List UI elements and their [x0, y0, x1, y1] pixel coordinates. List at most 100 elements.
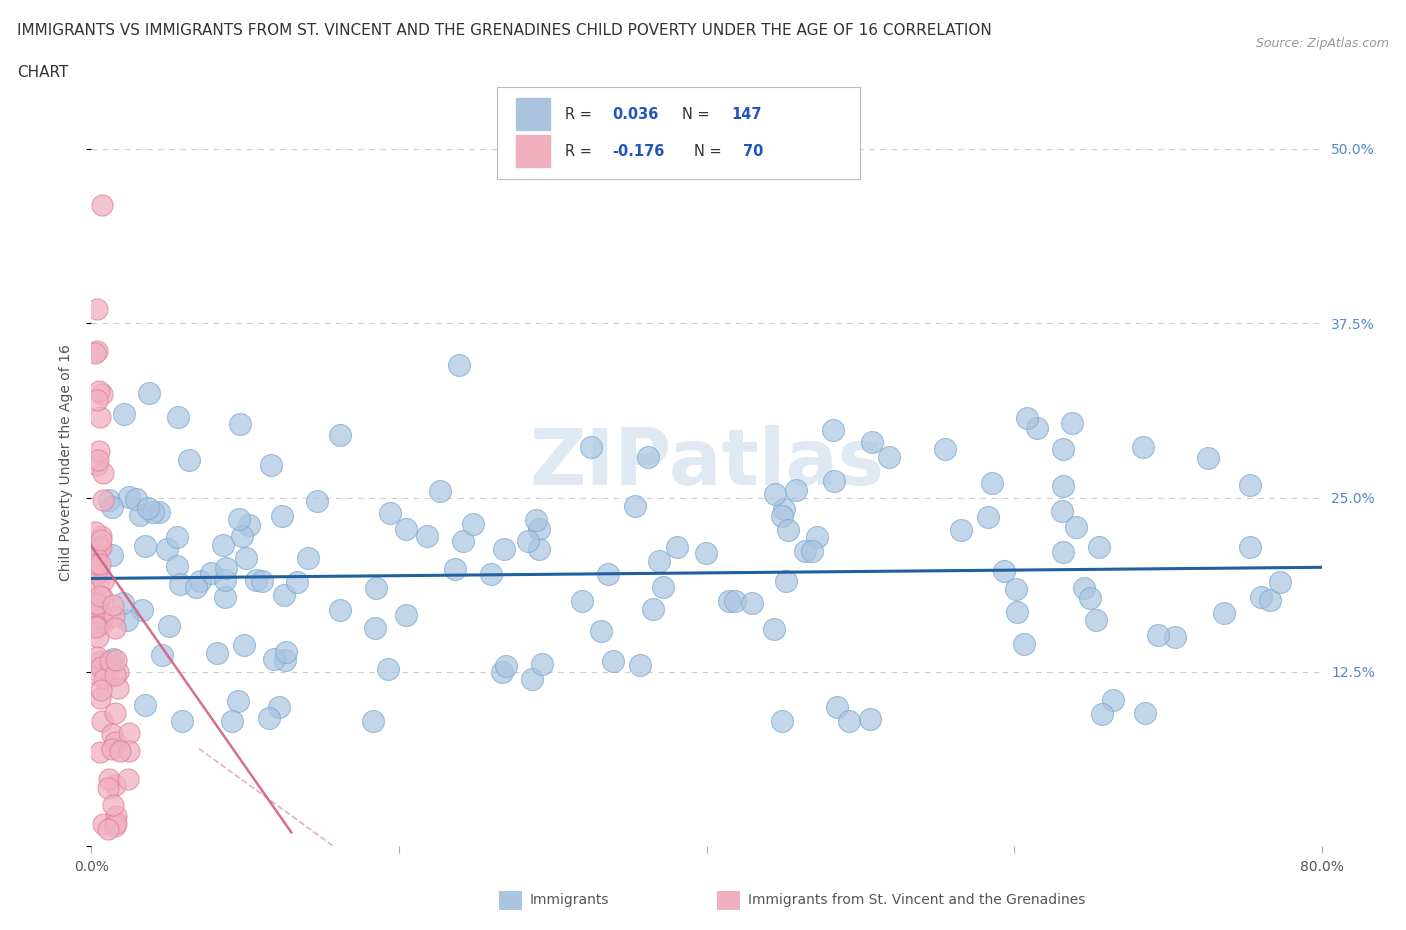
- Point: [481, 566, 503, 581]
- Point: [91, 713, 114, 728]
- Point: [134, 698, 156, 713]
- Point: [86, 344, 108, 359]
- Point: [491, 665, 513, 680]
- Point: [665, 539, 688, 554]
- Point: [793, 543, 815, 558]
- Point: [84, 345, 107, 360]
- Point: [762, 622, 785, 637]
- Point: [136, 500, 159, 515]
- Point: [86, 392, 108, 407]
- Point: [87, 630, 110, 644]
- Point: [104, 620, 127, 635]
- Point: [97, 493, 120, 508]
- Point: [84, 619, 107, 634]
- Text: CHART: CHART: [17, 65, 69, 80]
- Point: [1052, 442, 1074, 457]
- Point: [1135, 705, 1157, 720]
- Point: [104, 735, 127, 750]
- Point: [429, 484, 451, 498]
- Point: [307, 494, 329, 509]
- Point: [772, 501, 794, 516]
- Point: [84, 557, 107, 572]
- Point: [131, 602, 153, 617]
- Point: [651, 579, 673, 594]
- Point: [297, 551, 319, 565]
- Point: [170, 713, 193, 728]
- Point: [1268, 575, 1291, 590]
- Point: [624, 498, 647, 513]
- Point: [114, 407, 136, 422]
- Point: [628, 658, 651, 672]
- Point: [380, 506, 402, 521]
- Point: [91, 387, 114, 402]
- Point: [104, 668, 127, 683]
- Point: [1239, 540, 1261, 555]
- Point: [530, 657, 553, 671]
- Text: 147: 147: [731, 107, 762, 122]
- Point: [235, 551, 257, 565]
- Point: [118, 490, 141, 505]
- Text: N =: N =: [695, 143, 727, 159]
- Point: [522, 671, 544, 686]
- Point: [104, 777, 127, 792]
- Point: [495, 658, 517, 673]
- Point: [98, 772, 121, 787]
- Point: [596, 566, 619, 581]
- Point: [200, 565, 222, 580]
- Point: [107, 664, 129, 679]
- Point: [214, 573, 236, 588]
- Point: [1197, 451, 1219, 466]
- Point: [91, 616, 114, 631]
- Point: [581, 440, 603, 455]
- Point: [89, 409, 111, 424]
- Point: [1052, 544, 1074, 559]
- Point: [1091, 707, 1114, 722]
- Point: [86, 452, 108, 467]
- Point: [226, 693, 249, 708]
- Point: [1078, 591, 1101, 605]
- Point: [138, 386, 160, 401]
- Point: [105, 809, 128, 824]
- Point: [118, 743, 141, 758]
- Point: [101, 548, 124, 563]
- Point: [104, 816, 127, 830]
- Point: [858, 711, 880, 726]
- Point: [602, 654, 624, 669]
- Point: [1250, 590, 1272, 604]
- Point: [89, 654, 111, 669]
- Point: [377, 662, 399, 677]
- Point: [529, 522, 551, 537]
- Text: R =: R =: [565, 143, 596, 159]
- Point: [86, 649, 108, 664]
- Point: [1005, 581, 1028, 596]
- Point: [778, 523, 800, 538]
- Point: [589, 624, 612, 639]
- Point: [364, 621, 387, 636]
- Point: [134, 538, 156, 553]
- Point: [260, 458, 283, 472]
- Point: [1088, 539, 1111, 554]
- Point: [571, 593, 593, 608]
- Point: [84, 595, 107, 610]
- Point: [395, 522, 418, 537]
- Point: [177, 453, 200, 468]
- Point: [993, 564, 1015, 578]
- Point: [527, 542, 550, 557]
- Point: [90, 528, 112, 543]
- Point: [91, 466, 114, 481]
- Point: [1025, 420, 1047, 435]
- Point: [1213, 605, 1236, 620]
- Point: [89, 745, 111, 760]
- Point: [169, 577, 191, 591]
- Point: [718, 593, 741, 608]
- Point: [366, 581, 388, 596]
- Point: [118, 725, 141, 740]
- Point: [770, 508, 793, 523]
- Point: [89, 690, 111, 705]
- Point: [104, 818, 127, 833]
- Point: [91, 590, 114, 604]
- FancyBboxPatch shape: [498, 86, 860, 179]
- Y-axis label: Child Poverty Under the Age of 16: Child Poverty Under the Age of 16: [59, 344, 73, 581]
- Point: [87, 384, 110, 399]
- Point: [228, 512, 250, 527]
